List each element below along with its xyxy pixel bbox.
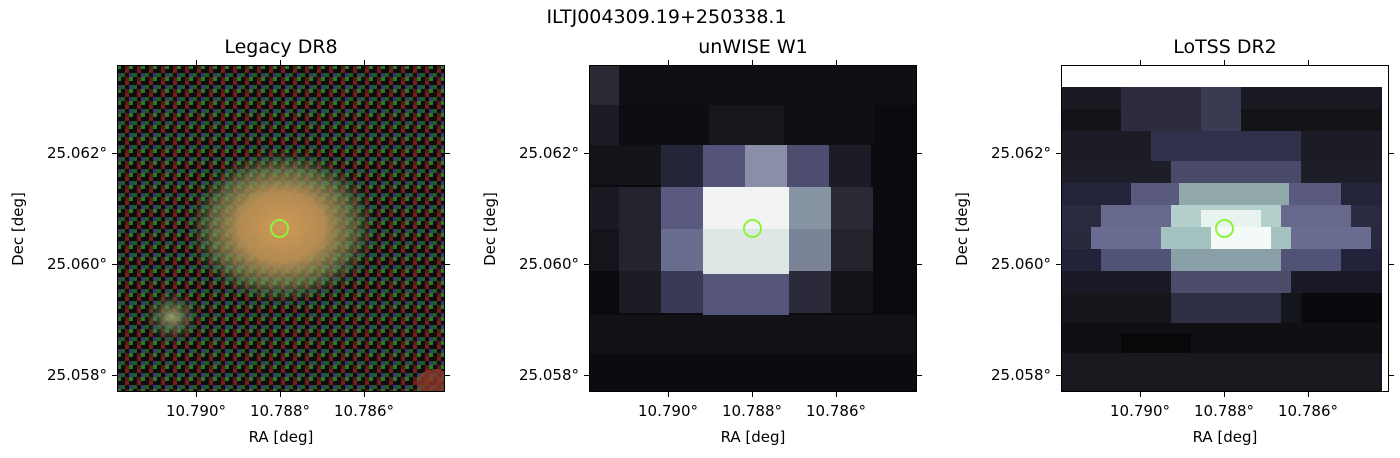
xtick-mark xyxy=(280,392,281,397)
xtick-mark xyxy=(668,60,669,65)
ytick-mark xyxy=(1056,375,1061,376)
xtick-label: 10.788° xyxy=(722,402,782,420)
ytick-mark xyxy=(1056,153,1061,154)
xtick-mark xyxy=(364,60,365,65)
figure-title: ILTJ004309.19+250338.1 xyxy=(546,6,787,28)
ytick-mark xyxy=(584,153,589,154)
ytick-label: 25.062° xyxy=(991,144,1051,162)
x-axis-label: RA [deg] xyxy=(720,428,786,446)
ytick-mark xyxy=(445,375,450,376)
ytick-mark xyxy=(112,264,117,265)
ytick-label: 25.062° xyxy=(47,144,107,162)
xtick-mark xyxy=(196,60,197,65)
ytick-mark xyxy=(445,264,450,265)
target-marker xyxy=(1215,219,1234,238)
xtick-label: 10.786° xyxy=(806,402,866,420)
xtick-label: 10.788° xyxy=(250,402,310,420)
target-marker xyxy=(270,219,289,238)
ytick-label: 25.060° xyxy=(991,255,1051,273)
xtick-mark xyxy=(752,392,753,397)
ytick-label: 25.060° xyxy=(519,255,579,273)
xtick-mark xyxy=(1308,392,1309,397)
ytick-mark xyxy=(917,153,922,154)
xtick-label: 10.786° xyxy=(1278,402,1338,420)
xtick-mark xyxy=(196,392,197,397)
ytick-mark xyxy=(584,264,589,265)
xtick-mark xyxy=(1224,60,1225,65)
ytick-mark xyxy=(1389,264,1394,265)
xtick-label: 10.790° xyxy=(1110,402,1170,420)
ytick-label: 25.060° xyxy=(47,255,107,273)
xtick-label: 10.786° xyxy=(334,402,394,420)
y-axis-label: Dec [deg] xyxy=(953,192,971,266)
xtick-mark xyxy=(1140,60,1141,65)
xtick-mark xyxy=(836,60,837,65)
x-axis-label: RA [deg] xyxy=(1192,428,1258,446)
ytick-label: 25.058° xyxy=(47,366,107,384)
target-marker xyxy=(743,219,762,238)
ytick-mark xyxy=(445,153,450,154)
panel-title: unWISE W1 xyxy=(698,36,808,58)
xtick-mark xyxy=(752,60,753,65)
ytick-mark xyxy=(1056,264,1061,265)
y-axis-label: Dec [deg] xyxy=(481,192,499,266)
xtick-mark xyxy=(836,392,837,397)
panel-title: Legacy DR8 xyxy=(224,36,338,58)
xtick-mark xyxy=(668,392,669,397)
xtick-mark xyxy=(280,60,281,65)
ytick-mark xyxy=(584,375,589,376)
xtick-mark xyxy=(1224,392,1225,397)
xtick-mark xyxy=(1140,392,1141,397)
ytick-mark xyxy=(917,375,922,376)
ytick-mark xyxy=(112,375,117,376)
ytick-mark xyxy=(112,153,117,154)
panel-unwise-w1: unWISE W1 xyxy=(0,0,922,458)
panel-title: LoTSS DR2 xyxy=(1173,36,1277,58)
ytick-mark xyxy=(1389,153,1394,154)
xtick-mark xyxy=(364,392,365,397)
xtick-label: 10.790° xyxy=(166,402,226,420)
ytick-label: 25.058° xyxy=(991,366,1051,384)
ytick-mark xyxy=(917,264,922,265)
xtick-label: 10.788° xyxy=(1194,402,1254,420)
ytick-mark xyxy=(1389,375,1394,376)
xtick-label: 10.790° xyxy=(638,402,698,420)
ytick-label: 25.062° xyxy=(519,144,579,162)
ytick-label: 25.058° xyxy=(519,366,579,384)
xtick-mark xyxy=(1308,60,1309,65)
unwise-image xyxy=(589,65,917,392)
x-axis-label: RA [deg] xyxy=(248,428,314,446)
